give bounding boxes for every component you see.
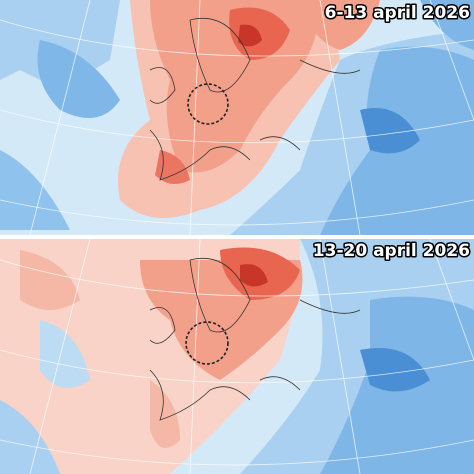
map-panel: 13-20 april 2026 [0, 239, 474, 474]
map-panel: 6-13 april 2026 [0, 0, 474, 235]
highlight-circle [185, 321, 229, 365]
period-label: 13-20 april 2026 [313, 241, 470, 261]
period-label: 6-13 april 2026 [325, 3, 470, 23]
highlight-circle [187, 83, 229, 125]
divider [0, 235, 474, 239]
